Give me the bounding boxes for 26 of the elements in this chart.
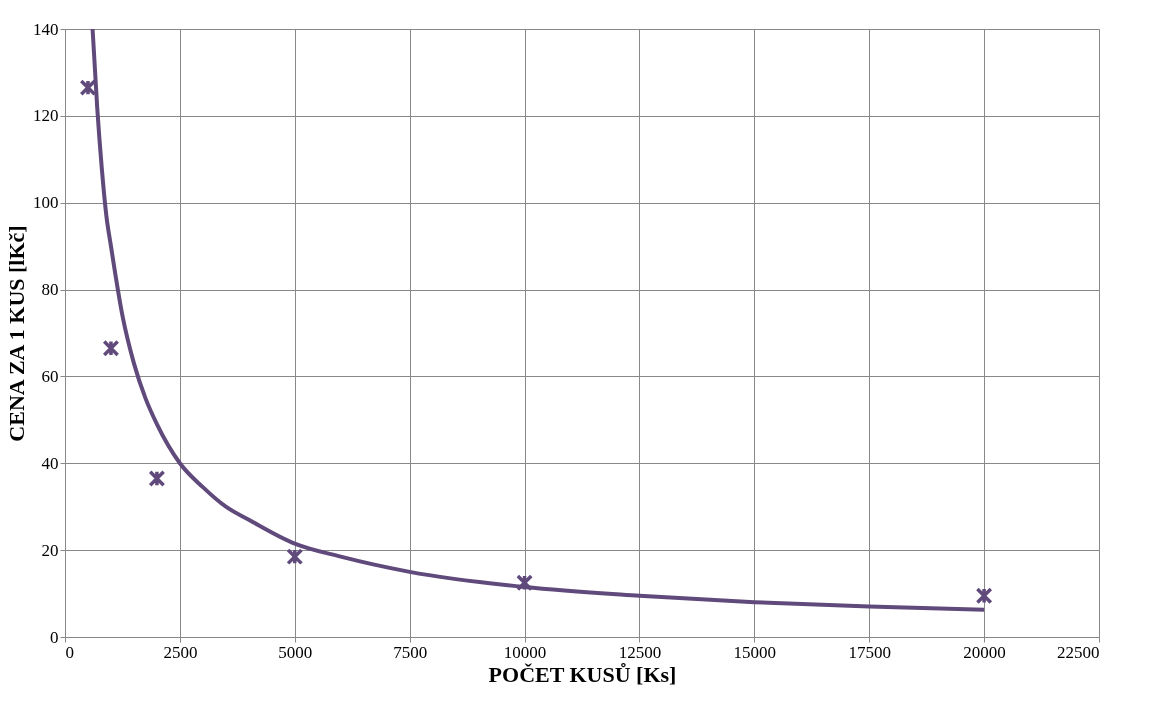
point [148,470,166,487]
y-axis-title: CENA ZA 1 KUS [lKč] [4,225,29,442]
point [975,587,993,605]
y-tick-label: 100 [33,193,59,213]
x-tick-label: 17500 [848,642,891,662]
y-tick-label: 20 [41,540,59,560]
x-tick-label: 0 [65,642,74,662]
x-tick-label: 5000 [278,642,313,662]
point [286,548,304,566]
y-tick-label: 80 [41,280,59,300]
point [516,574,534,592]
x-tick-label: 20000 [963,642,1006,662]
point [102,339,120,357]
x-tick-label: 12500 [618,642,662,662]
y-tick-label: 140 [33,19,59,39]
x-tick-label: 10000 [503,642,547,662]
x-tick-label: 7500 [393,642,428,662]
y-tick-label: 0 [50,627,59,647]
y-tick-label: 40 [41,453,59,473]
point [79,79,97,97]
x-axis-title: POČET KUSŮ [Ks] [488,661,677,687]
x-tick-label: 2500 [163,642,198,662]
y-tick-label: 60 [41,366,59,386]
x-tick-label: 15000 [733,642,777,662]
y-tick-label: 120 [33,106,59,126]
x-tick-label: 22500 [1057,642,1100,662]
